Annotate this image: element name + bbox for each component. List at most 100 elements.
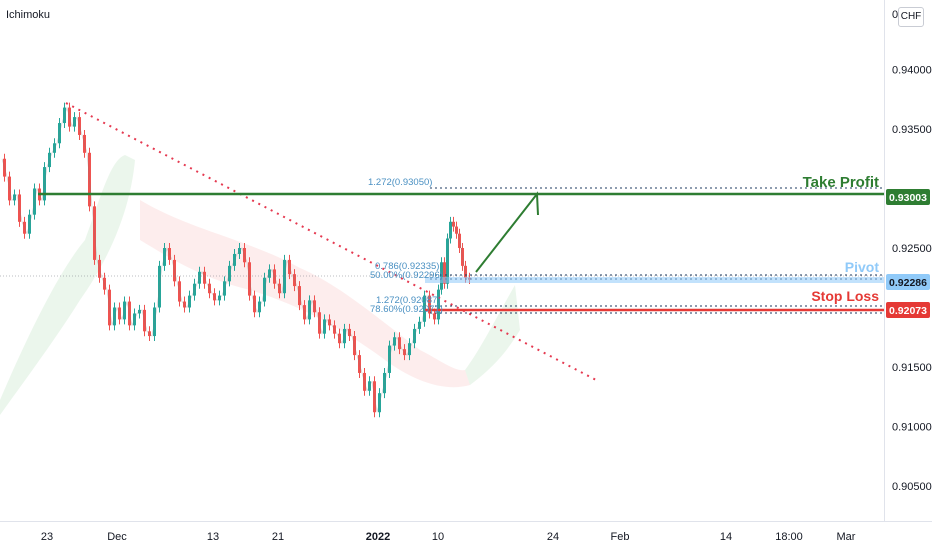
fib-786-label: 0.786(0.92335) (375, 261, 439, 272)
candle-body (288, 259, 291, 275)
candle-body (213, 293, 216, 301)
candle-body (138, 309, 141, 314)
ichimoku-cloud-bearish (140, 200, 470, 388)
candle-body (48, 152, 51, 168)
candle-body (423, 295, 426, 322)
price-series (1, 106, 473, 413)
candle-body (113, 307, 116, 326)
candle-body (243, 248, 246, 263)
candle-body (53, 143, 56, 153)
candle-body (303, 305, 306, 320)
candle-body (446, 238, 449, 284)
time-tick-label: 2022 (366, 531, 390, 543)
candle-body (308, 300, 311, 320)
candle-body (168, 248, 171, 260)
candle-body (363, 372, 366, 391)
candle-body (293, 274, 296, 287)
candle-body (278, 283, 281, 294)
candle-body (378, 393, 381, 413)
time-tick-label: 21 (272, 531, 284, 543)
candle-body (408, 343, 411, 356)
candle-body (283, 259, 286, 294)
pivot-label: Pivot (845, 259, 880, 275)
fib-50-label: 50.00%(0.92296) (370, 270, 443, 281)
candle-body (193, 283, 196, 296)
candle-body (143, 309, 146, 332)
pivot-badge-bg (886, 274, 930, 290)
candle-body (63, 107, 66, 124)
fib-786pct-label: 78.60%(0.92071) (370, 304, 443, 315)
candle-body (398, 337, 401, 350)
candle-body (393, 337, 396, 346)
candle-body (68, 107, 71, 127)
candle-body (198, 271, 201, 284)
candle-body (353, 336, 356, 356)
time-tick-label: 10 (432, 531, 444, 543)
candle-body (268, 269, 271, 278)
candle-body (13, 194, 16, 201)
time-tick-label: 14 (720, 531, 732, 543)
take-profit-badge-bg (886, 189, 930, 205)
candle-body (358, 355, 361, 373)
take-profit-label: Take Profit (803, 174, 879, 191)
time-tick-label: 24 (547, 531, 559, 543)
candle-body (228, 265, 231, 282)
candle-body (123, 301, 126, 320)
candle-body (163, 248, 166, 266)
time-tick-label: 18:00 (775, 531, 803, 543)
time-tick-label: 13 (207, 531, 219, 543)
candle-body (253, 295, 256, 313)
candle-body (449, 221, 452, 239)
candle-body (313, 300, 316, 313)
candle-body (318, 312, 321, 334)
candle-body (203, 271, 206, 284)
candle-body (28, 214, 31, 234)
candle-body (158, 265, 161, 308)
candle-body (108, 289, 111, 326)
price-tick-label: 0.93500 (892, 124, 932, 136)
candle-body (103, 277, 106, 290)
pivot-band (425, 277, 884, 283)
candle-body (248, 262, 251, 296)
candle-body (178, 281, 181, 302)
candle-body (133, 313, 136, 326)
candle-body (383, 372, 386, 394)
candle-body (18, 194, 21, 222)
candle-body (118, 307, 121, 320)
candle-body (258, 301, 261, 313)
ichimoku-cloud-bullish (0, 155, 135, 415)
candle-body (273, 269, 276, 284)
candle-body (388, 345, 391, 373)
candle-body (98, 259, 101, 278)
price-tick-label: 0.92500 (892, 243, 932, 255)
candle-body (188, 295, 191, 308)
price-tick-partial: 0 (892, 9, 898, 21)
candle-body (338, 333, 341, 344)
candle-body (233, 253, 236, 266)
candle-body (238, 248, 241, 254)
candle-body (323, 319, 326, 334)
candle-body (93, 206, 96, 260)
candle-body (333, 325, 336, 334)
candle-body (452, 221, 455, 227)
candle-body (88, 152, 91, 207)
currency-badge[interactable]: CHF (898, 7, 924, 27)
candle-body (368, 381, 371, 391)
time-tick-label: Feb (611, 531, 630, 543)
price-tick-label: 0.94000 (892, 65, 932, 77)
candle-body (458, 233, 461, 248)
candle-body (218, 295, 221, 301)
candle-body (223, 281, 226, 296)
take-profit-badge: 0.93003 (889, 192, 927, 204)
projection-arrow (475, 191, 539, 273)
price-tick-label: 0.91000 (892, 422, 932, 434)
pivot-badge: 0.92286 (889, 277, 927, 289)
candle-body (403, 349, 406, 356)
time-tick-label: Mar (837, 531, 856, 543)
time-tick-label: 23 (41, 531, 53, 543)
candle-body (428, 295, 431, 314)
candle-body (328, 319, 331, 326)
candle-body (128, 301, 131, 326)
